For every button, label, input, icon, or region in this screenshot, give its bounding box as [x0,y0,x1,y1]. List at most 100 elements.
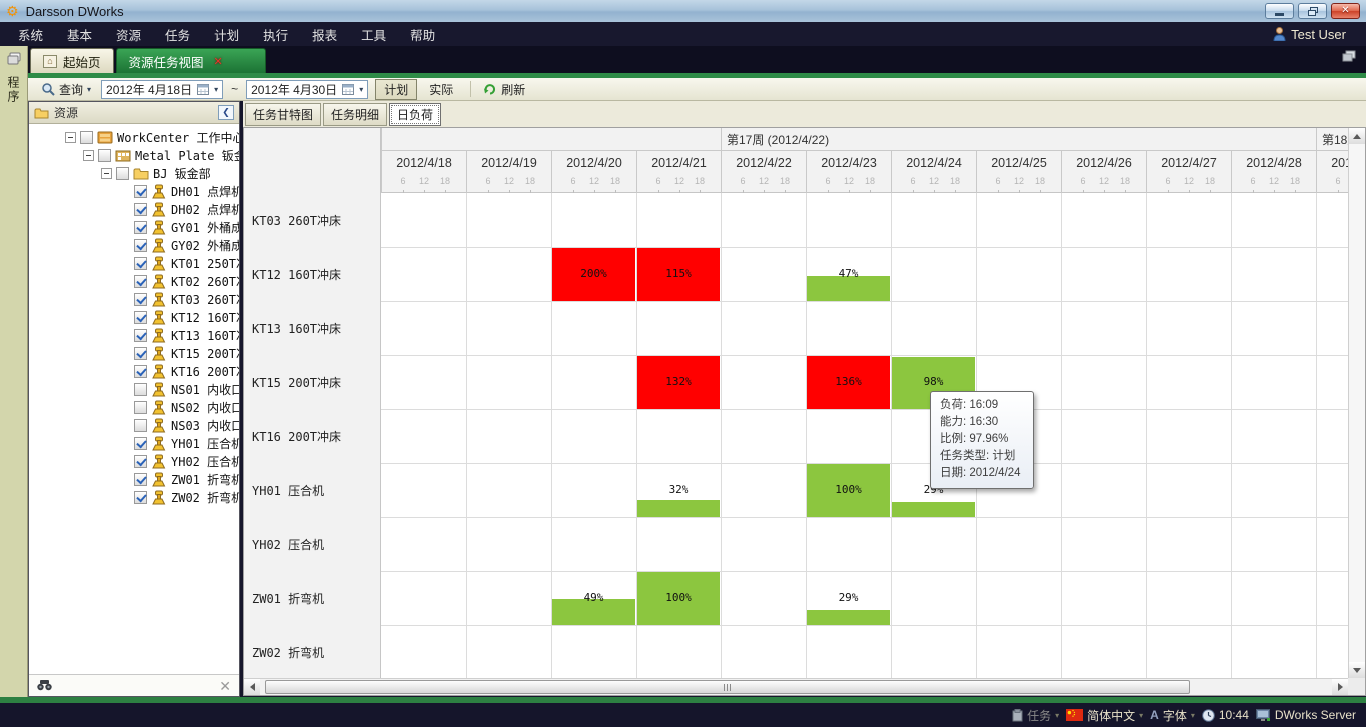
scroll-down-button[interactable] [1349,662,1365,678]
tree-checkbox[interactable] [116,166,129,180]
tree-item[interactable]: KT02 260T冲床 [29,272,239,290]
tree-item[interactable]: NS01 内收口机 [29,380,239,398]
load-bar[interactable] [807,610,890,625]
menu-item[interactable]: 工具 [361,28,387,43]
load-bar[interactable] [552,248,635,301]
load-bar[interactable] [637,248,720,301]
tree-checkbox[interactable] [134,274,147,288]
grid-date-column[interactable]: 2012/4/21 6 12 18 [636,150,721,193]
scroll-left-button[interactable] [244,679,260,695]
tree-checkbox[interactable] [134,256,147,270]
tree-checkbox[interactable] [134,346,147,360]
grid-row-label[interactable]: KT03 260T冲床 [244,193,381,247]
grid-row-label[interactable]: YH01 压合机 [244,463,381,517]
window-minimize-button[interactable] [1265,3,1294,19]
tree-item[interactable]: GY01 外桶成型机 [29,218,239,236]
grid-row-label[interactable]: ZW02 折弯机 [244,625,381,679]
window-restore-button[interactable] [1298,3,1327,19]
actual-button[interactable]: 实际 [421,80,461,99]
horizontal-scrollbar[interactable] [244,678,1348,695]
tree-checkbox[interactable] [98,148,111,162]
load-bar[interactable] [552,599,635,625]
tree-expander-icon[interactable] [65,131,76,143]
grid-row-label[interactable]: KT15 200T冲床 [244,355,381,409]
tree-checkbox[interactable] [134,400,147,414]
tree-checkbox[interactable] [134,238,147,252]
grid-row-label[interactable]: ZW01 折弯机 [244,571,381,625]
load-bar[interactable] [637,356,720,409]
date-to-input[interactable]: 2012年 4月30日 ▾ [246,79,369,99]
find-close-icon[interactable]: ✕ [219,677,231,694]
scroll-right-button[interactable] [1332,679,1348,695]
grid-date-column[interactable]: 2012/4/19 6 12 18 [466,150,551,193]
grid-date-column[interactable]: 2012/4/26 6 12 18 [1061,150,1146,193]
tree-item[interactable]: DH01 点焊机 [29,182,239,200]
tree-item[interactable]: ZW01 折弯机 [29,470,239,488]
user-box[interactable]: Test User [1273,27,1346,42]
tree-checkbox[interactable] [134,454,147,468]
tree-item[interactable]: KT01 250T冲床 [29,254,239,272]
date-from-input[interactable]: 2012年 4月18日 ▾ [101,79,224,99]
grid-date-column[interactable]: 2012/4/27 6 12 18 [1146,150,1231,193]
grid-date-column[interactable]: 2012/4/23 6 12 18 [806,150,891,193]
tree-item[interactable]: Metal Plate 钣金厂 [29,146,239,164]
grid-row-label[interactable]: KT12 160T冲床 [244,247,381,301]
menu-item[interactable]: 任务 [165,28,191,43]
tree-item[interactable]: ZW02 折弯机 [29,488,239,506]
refresh-button[interactable]: 刷新 [478,80,530,99]
grid-row-label[interactable]: KT13 160T冲床 [244,301,381,355]
tree-checkbox[interactable] [134,436,147,450]
tree-item[interactable]: KT15 200T冲床 [29,344,239,362]
tab-close-icon[interactable]: ✕ [213,55,223,68]
grid-date-column[interactable]: 2012/4/24 6 12 18 [891,150,976,193]
program-strip[interactable]: 程序 [0,46,28,697]
tree-checkbox[interactable] [80,130,93,144]
tree-expander-icon[interactable] [83,149,94,161]
load-bar[interactable] [892,502,975,517]
tree-item[interactable]: KT12 160T冲床 [29,308,239,326]
grid-date-column[interactable]: 2012/4/20 6 12 18 [551,150,636,193]
tree-item[interactable]: GY02 外桶成型机 [29,236,239,254]
status-font-dropdown[interactable]: A 字体 ▾ [1150,707,1195,724]
tree-item[interactable]: YH01 压合机 [29,434,239,452]
doc-tab-resource-task-view[interactable]: 资源任务视图 ✕ [115,48,266,73]
menu-item[interactable]: 系统 [18,28,44,43]
grid-date-column[interactable]: 2012/4/18 6 12 18 [381,150,466,193]
tree-checkbox[interactable] [134,184,147,198]
grid-row-label[interactable]: YH02 压合机 [244,517,381,571]
binoculars-icon[interactable] [37,680,52,691]
grid-date-column[interactable]: 2012/4/22 6 12 18 [721,150,806,193]
collapse-panel-button[interactable]: ❮ [218,105,234,120]
tree-item[interactable]: BJ 钣金部 [29,164,239,182]
doc-tab-home[interactable]: ⌂ 起始页 [30,48,114,73]
tab-task-gantt[interactable]: 任务甘特图 [245,102,322,126]
menu-item[interactable]: 执行 [263,28,289,43]
tab-daily-load[interactable]: 日负荷 [389,102,442,126]
grid-date-column[interactable]: 2012/4/28 6 12 18 [1231,150,1316,193]
menu-item[interactable]: 报表 [312,28,338,43]
tab-task-detail[interactable]: 任务明细 [323,102,388,126]
grid-row-label[interactable]: KT16 200T冲床 [244,409,381,463]
scroll-up-button[interactable] [1349,128,1365,144]
status-language-dropdown[interactable]: 简体中文 ▾ [1066,707,1143,724]
tree-item[interactable]: NS02 内收口机 [29,398,239,416]
status-task-dropdown[interactable]: 任务 ▾ [1012,707,1059,724]
grid-date-column[interactable]: 2012/4/25 6 12 18 [976,150,1061,193]
load-bar[interactable] [807,464,890,517]
tree-checkbox[interactable] [134,292,147,306]
load-bar[interactable] [637,500,720,517]
menu-item[interactable]: 帮助 [410,28,436,43]
tree-checkbox[interactable] [134,310,147,324]
tree-item[interactable]: KT13 160T冲床 [29,326,239,344]
tree-item[interactable]: KT03 260T冲床 [29,290,239,308]
plan-button[interactable]: 计划 [375,78,418,100]
menu-item[interactable]: 基本 [67,28,93,43]
menu-item[interactable]: 资源 [116,28,142,43]
tree-checkbox[interactable] [134,328,147,342]
vertical-scrollbar[interactable] [1348,128,1365,678]
tree-checkbox[interactable] [134,472,147,486]
tree-item[interactable]: NS03 内收口机 [29,416,239,434]
tree-checkbox[interactable] [134,418,147,432]
tree-checkbox[interactable] [134,220,147,234]
